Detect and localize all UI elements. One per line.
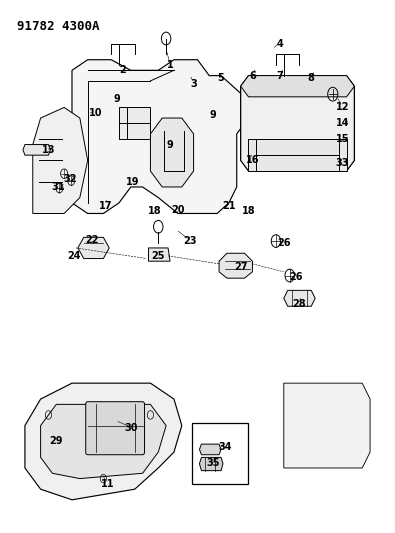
Polygon shape: [284, 290, 315, 306]
Polygon shape: [199, 457, 223, 471]
Text: 16: 16: [246, 156, 259, 165]
Text: 33: 33: [336, 158, 349, 168]
Text: 26: 26: [277, 238, 291, 248]
Text: 2: 2: [120, 66, 126, 75]
FancyBboxPatch shape: [86, 402, 145, 455]
Text: 17: 17: [99, 200, 112, 211]
Text: 91782 4300A: 91782 4300A: [17, 20, 100, 33]
Polygon shape: [149, 248, 170, 261]
Text: 11: 11: [101, 479, 114, 489]
Text: 35: 35: [207, 458, 220, 467]
Text: 29: 29: [49, 437, 63, 447]
Polygon shape: [119, 108, 150, 139]
Text: 3: 3: [190, 78, 197, 88]
Text: 18: 18: [242, 206, 255, 216]
Text: 1: 1: [167, 60, 173, 70]
Text: 22: 22: [85, 235, 98, 245]
Text: 15: 15: [336, 134, 349, 144]
Polygon shape: [23, 144, 51, 155]
Text: 6: 6: [249, 70, 256, 80]
Polygon shape: [219, 253, 252, 278]
Polygon shape: [241, 76, 354, 97]
Polygon shape: [72, 60, 245, 214]
Text: 4: 4: [276, 39, 283, 49]
Text: 30: 30: [124, 423, 137, 433]
Text: 19: 19: [126, 176, 139, 187]
Text: 9: 9: [114, 94, 120, 104]
Polygon shape: [78, 237, 109, 259]
Text: 10: 10: [89, 108, 102, 118]
Text: 31: 31: [51, 182, 65, 192]
Polygon shape: [33, 108, 88, 214]
Text: 7: 7: [276, 70, 283, 80]
Polygon shape: [248, 139, 346, 171]
Text: 9: 9: [210, 110, 216, 120]
Polygon shape: [284, 383, 370, 468]
Text: 28: 28: [293, 298, 306, 309]
Text: 32: 32: [63, 174, 77, 184]
Text: 18: 18: [148, 206, 161, 216]
Text: 23: 23: [183, 236, 196, 246]
Polygon shape: [25, 383, 182, 500]
Text: 8: 8: [308, 73, 315, 83]
Text: 5: 5: [218, 73, 224, 83]
FancyBboxPatch shape: [192, 423, 248, 484]
Text: 21: 21: [222, 200, 236, 211]
Polygon shape: [150, 118, 194, 187]
Polygon shape: [41, 405, 166, 479]
Text: 24: 24: [67, 251, 81, 261]
Text: 20: 20: [171, 205, 184, 215]
Text: 25: 25: [152, 251, 165, 261]
Polygon shape: [199, 444, 221, 455]
Text: 27: 27: [234, 262, 247, 271]
Text: 34: 34: [218, 442, 232, 452]
Text: 13: 13: [42, 145, 55, 155]
Text: 9: 9: [167, 140, 173, 150]
Text: 12: 12: [336, 102, 349, 112]
Polygon shape: [241, 76, 354, 171]
Text: 14: 14: [336, 118, 349, 128]
Text: 26: 26: [289, 272, 302, 282]
